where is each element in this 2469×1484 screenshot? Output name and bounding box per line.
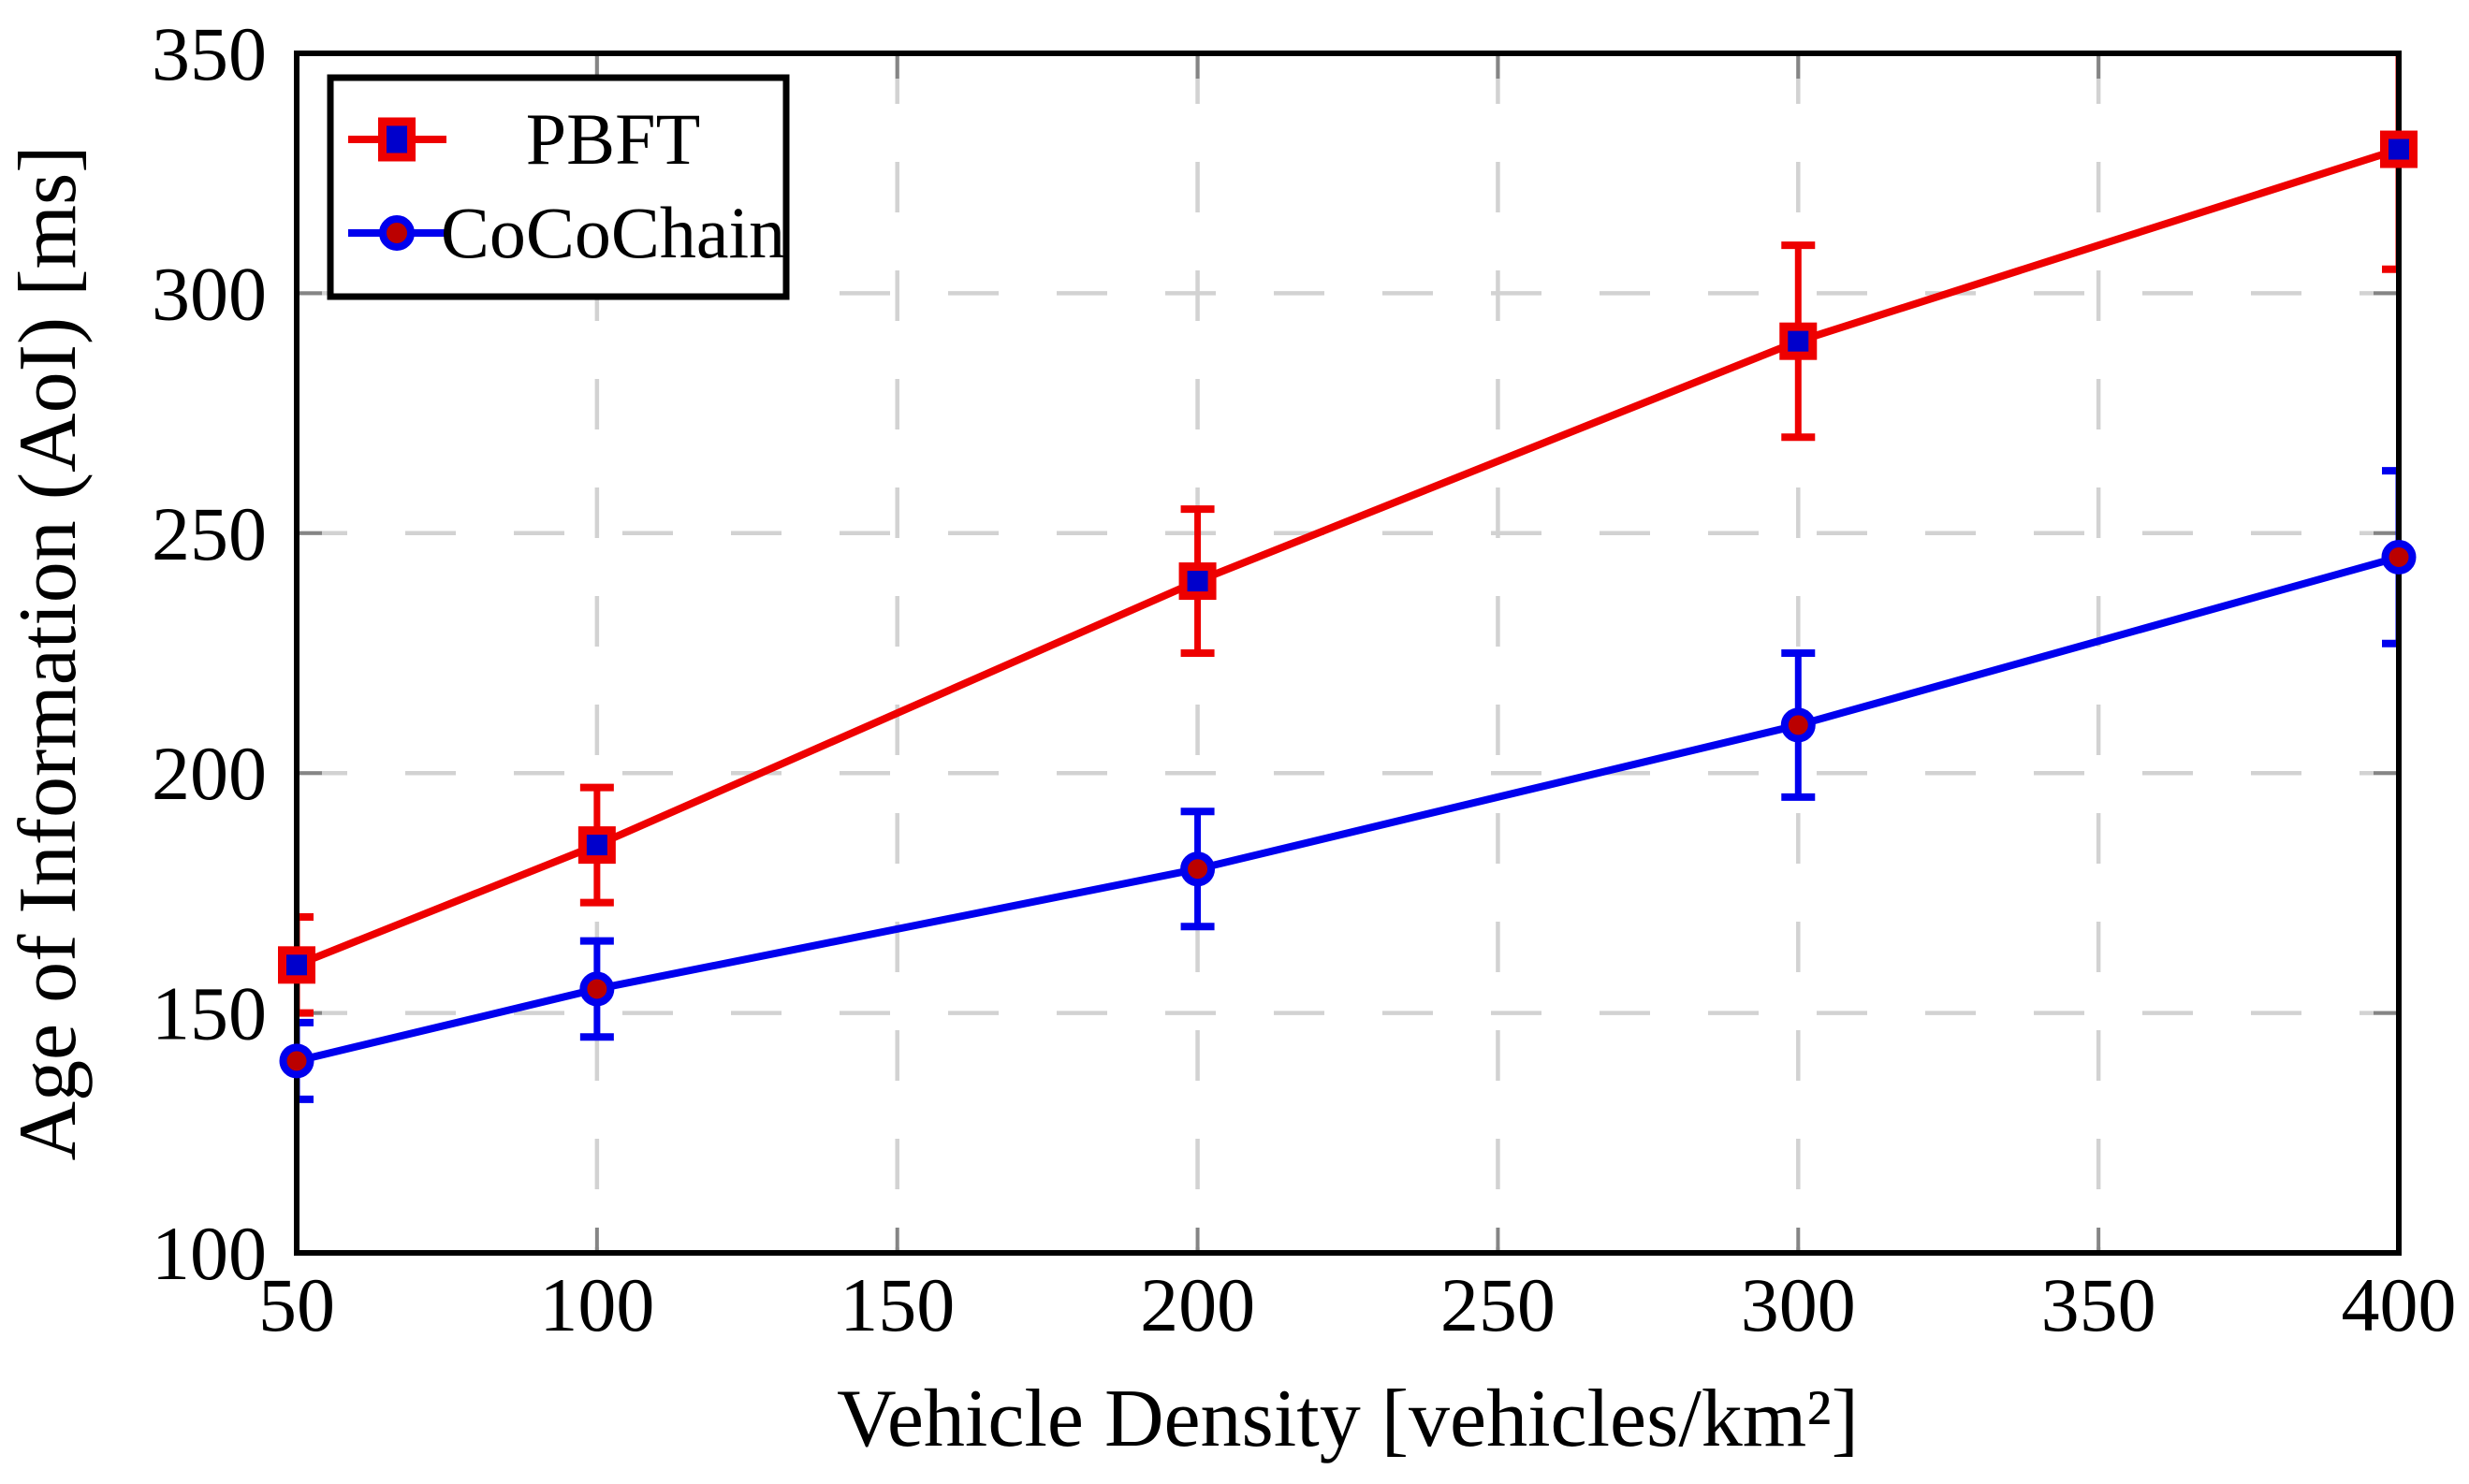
tick-marks xyxy=(297,53,2399,1253)
data-point-square xyxy=(1178,562,1217,601)
x-tick-labels: 50 100 150 200 250 300 350 400 xyxy=(258,1262,2457,1347)
y-tick-labels: 100 150 200 250 300 350 xyxy=(152,11,267,1296)
x-tick-label: 400 xyxy=(2342,1262,2457,1347)
x-tick-label: 350 xyxy=(2041,1262,2156,1347)
data-point-circle xyxy=(2381,539,2417,575)
legend-box xyxy=(327,74,790,300)
y-tick-label: 100 xyxy=(152,1211,267,1296)
data-point-circle xyxy=(579,971,615,1007)
data-point-circle xyxy=(279,1043,314,1079)
y-tick-label: 250 xyxy=(152,491,267,576)
markers-cocochain xyxy=(279,539,2417,1079)
y-tick-label: 150 xyxy=(152,971,267,1056)
x-tick-label: 50 xyxy=(258,1262,335,1347)
legend-label: PBFT xyxy=(526,98,700,180)
legend-label: CoCoChain xyxy=(441,192,785,273)
data-point-circle xyxy=(1780,707,1816,743)
y-tick-label: 300 xyxy=(152,251,267,336)
data-point-square xyxy=(2380,130,2418,168)
legend-marker-square xyxy=(378,117,416,162)
x-tick-label: 150 xyxy=(840,1262,955,1347)
gridlines xyxy=(297,53,2399,1253)
y-tick-label: 350 xyxy=(152,11,267,96)
data-point-square xyxy=(577,826,616,865)
x-tick-label: 250 xyxy=(1440,1262,1556,1347)
data-point-square xyxy=(278,946,315,984)
markers-pbft xyxy=(278,130,2418,984)
x-tick-label: 300 xyxy=(1741,1262,1856,1347)
x-tick-label: 200 xyxy=(1140,1262,1255,1347)
y-axis-title: Age of Information (AoI) [ms] xyxy=(3,145,94,1160)
data-point-square xyxy=(1779,322,1818,360)
data-point-circle xyxy=(1180,851,1216,887)
axes-frame xyxy=(294,51,2402,1256)
x-tick-label: 100 xyxy=(539,1262,654,1347)
x-axis-title: Vehicle Density [vehicles/km²] xyxy=(837,1374,1859,1464)
legend: PBFT CoCoChain xyxy=(327,74,790,300)
legend-marker-circle xyxy=(379,215,415,251)
y-tick-label: 200 xyxy=(152,731,267,816)
